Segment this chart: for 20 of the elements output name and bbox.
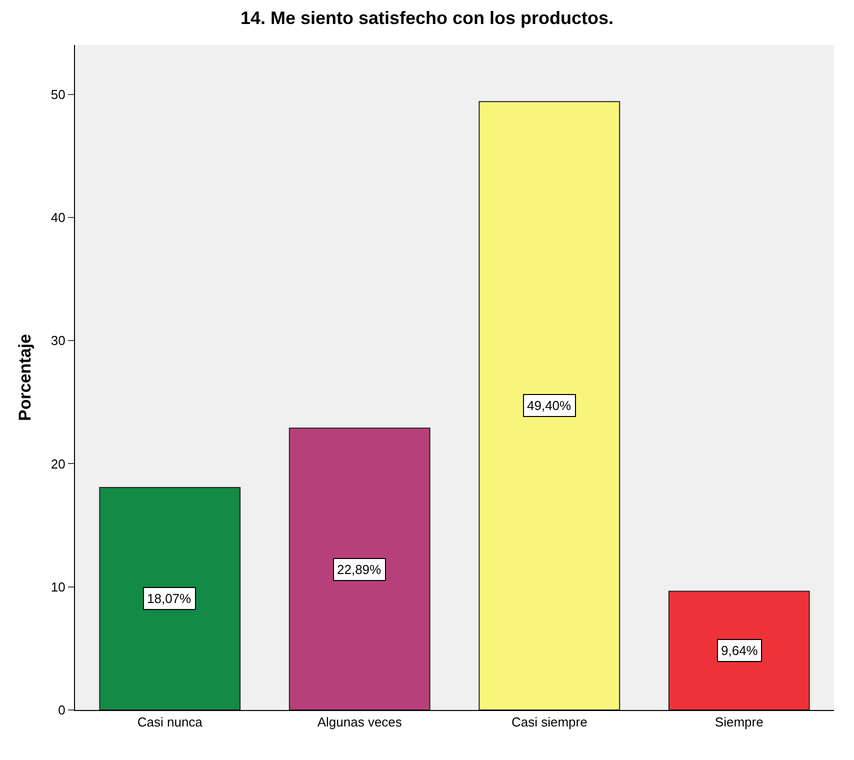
data-label: 18,07% — [147, 591, 192, 606]
x-tick-label: Algunas veces — [317, 714, 402, 730]
y-tick-label: 40 — [50, 210, 66, 225]
y-tick-label: 50 — [50, 86, 66, 102]
y-tick-label: 30 — [50, 333, 66, 348]
data-label: 9,64% — [721, 643, 758, 658]
y-tick-label: 20 — [50, 456, 66, 472]
bar — [478, 101, 620, 710]
x-tick-label: Casi siempre — [511, 714, 588, 730]
chart-title: 14. Me siento satisfecho con los productos. — [240, 8, 614, 28]
x-tick-label: Casi nunca — [137, 714, 204, 730]
bar — [288, 428, 430, 710]
data-label: 22,89% — [337, 562, 382, 577]
x-tick-label: Siempre — [714, 714, 764, 730]
y-tick-label: 10 — [50, 579, 66, 594]
bar — [99, 486, 241, 710]
data-label: 49,40% — [527, 398, 572, 413]
bar — [668, 590, 810, 710]
y-tick-label: 0 — [58, 702, 66, 718]
y-axis-title: Porcentaje — [15, 334, 34, 421]
